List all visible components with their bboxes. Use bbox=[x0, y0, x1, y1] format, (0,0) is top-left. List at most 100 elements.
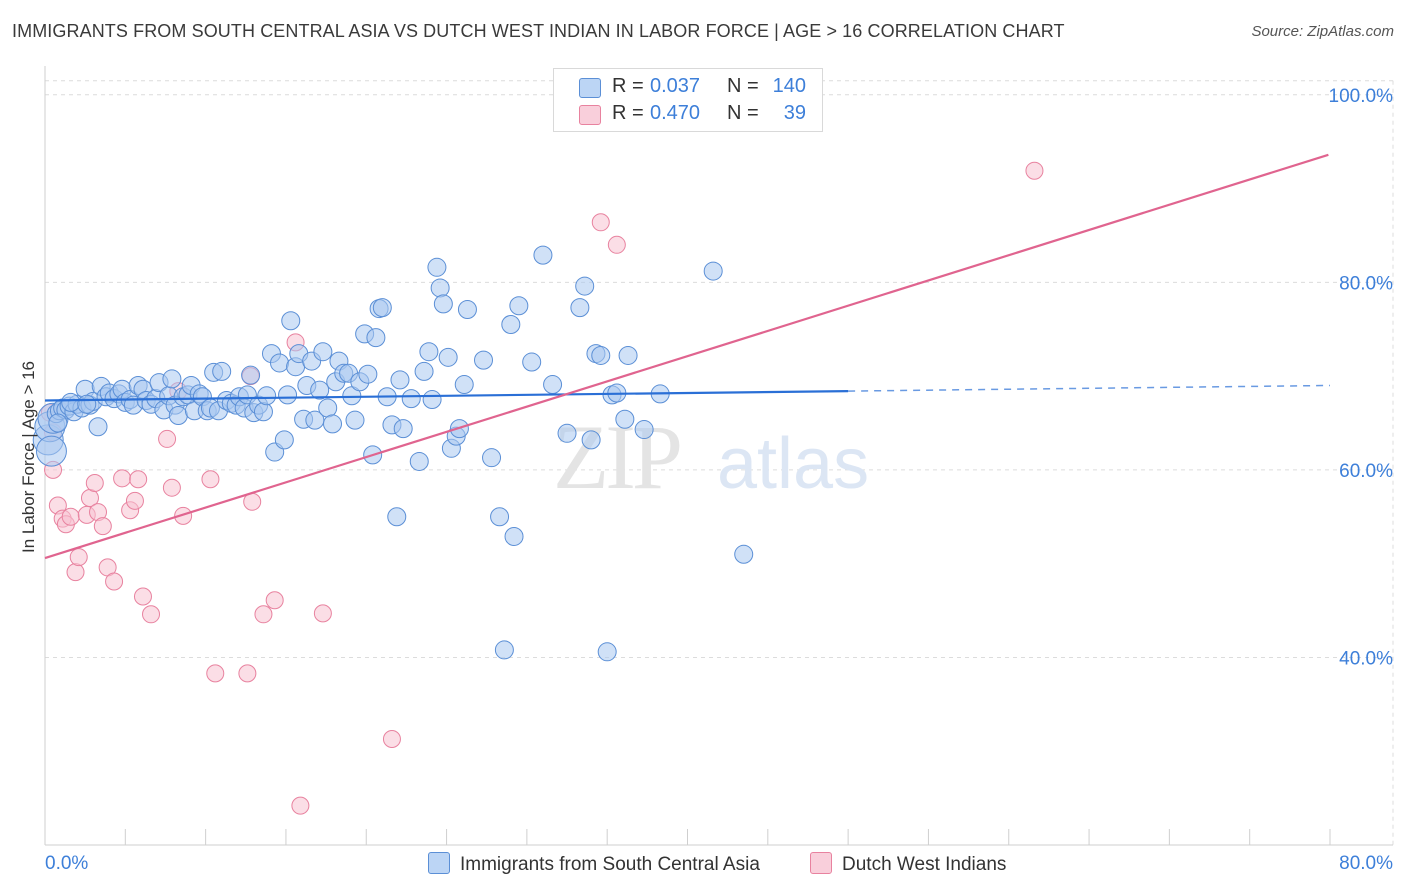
data-point-south-central-asia bbox=[77, 394, 97, 414]
data-point-dutch-west-indians bbox=[61, 507, 80, 526]
data-point-dutch-west-indians bbox=[158, 429, 177, 448]
data-point-south-central-asia bbox=[419, 342, 439, 362]
bottom-legend-swatch-pink bbox=[810, 852, 832, 874]
bottom-legend-label: Dutch West Indians bbox=[842, 854, 1007, 875]
data-point-south-central-asia bbox=[212, 361, 232, 381]
data-point-south-central-asia bbox=[533, 245, 553, 265]
y-tick-label: 60.0% bbox=[1339, 461, 1393, 482]
data-point-south-central-asia bbox=[162, 369, 182, 389]
data-point-south-central-asia bbox=[581, 430, 601, 450]
data-point-south-central-asia bbox=[414, 361, 434, 381]
data-point-south-central-asia bbox=[501, 315, 521, 335]
data-point-dutch-west-indians bbox=[69, 548, 88, 567]
data-point-south-central-asia bbox=[494, 640, 514, 660]
data-point-dutch-west-indians bbox=[254, 605, 273, 624]
data-point-south-central-asia bbox=[734, 544, 754, 564]
bottom-legend-item-pink: Dutch West Indians bbox=[810, 852, 1006, 876]
data-point-south-central-asia bbox=[522, 352, 542, 372]
data-point-south-central-asia bbox=[703, 261, 723, 281]
data-point-dutch-west-indians bbox=[238, 664, 257, 683]
bottom-legend-item-blue: Immigrants from South Central Asia bbox=[428, 852, 760, 876]
trend-lines bbox=[44, 153, 1331, 560]
trend-line-dutch-west-indians bbox=[44, 153, 1329, 560]
data-point-south-central-asia bbox=[430, 278, 450, 298]
data-point-south-central-asia bbox=[323, 414, 343, 434]
data-point-south-central-asia bbox=[409, 451, 429, 471]
data-point-dutch-west-indians bbox=[129, 470, 148, 489]
data-point-dutch-west-indians bbox=[1025, 161, 1044, 180]
data-point-dutch-west-indians bbox=[133, 587, 152, 606]
data-point-south-central-asia bbox=[313, 342, 333, 362]
legend-swatch-pink bbox=[579, 105, 601, 125]
data-point-south-central-asia bbox=[366, 328, 386, 348]
data-point-south-central-asia bbox=[358, 364, 378, 384]
data-point-dutch-west-indians bbox=[313, 604, 332, 623]
legend-r-value: 0.470 bbox=[650, 102, 701, 124]
data-point-dutch-west-indians bbox=[174, 506, 193, 525]
legend-n-value: 140 bbox=[772, 75, 806, 97]
data-point-dutch-west-indians bbox=[66, 563, 85, 582]
data-point-south-central-asia bbox=[310, 380, 330, 400]
data-point-south-central-asia bbox=[35, 435, 67, 467]
bottom-legend-swatch-blue bbox=[428, 852, 450, 874]
legend-r-label: R = bbox=[612, 102, 644, 124]
data-point-south-central-asia bbox=[48, 413, 68, 433]
data-point-south-central-asia bbox=[504, 526, 524, 546]
data-point-dutch-west-indians bbox=[162, 478, 181, 497]
data-point-south-central-asia bbox=[61, 392, 81, 412]
data-point-dutch-west-indians bbox=[201, 470, 220, 489]
data-point-dutch-west-indians bbox=[105, 572, 124, 591]
data-point-south-central-asia bbox=[433, 294, 453, 314]
data-point-south-central-asia bbox=[257, 386, 277, 406]
data-point-south-central-asia bbox=[490, 507, 510, 527]
data-point-south-central-asia bbox=[253, 402, 273, 422]
x-tick-label: 0.0% bbox=[45, 853, 88, 874]
data-point-south-central-asia bbox=[474, 350, 494, 370]
data-point-south-central-asia bbox=[318, 398, 338, 418]
y-tick-label: 40.0% bbox=[1339, 648, 1393, 669]
data-point-south-central-asia bbox=[575, 276, 595, 296]
data-point-south-central-asia bbox=[278, 385, 298, 405]
data-point-dutch-west-indians bbox=[113, 469, 132, 488]
data-point-dutch-west-indians bbox=[291, 796, 310, 815]
trend-line-south-central-asia bbox=[44, 390, 849, 402]
x-tick-label: 80.0% bbox=[1339, 853, 1393, 874]
data-point-south-central-asia bbox=[427, 257, 447, 277]
chart-title: IMMIGRANTS FROM SOUTH CENTRAL ASIA VS DU… bbox=[12, 21, 1065, 41]
data-point-south-central-asia bbox=[281, 311, 301, 331]
data-point-dutch-west-indians bbox=[85, 474, 104, 493]
data-point-south-central-asia bbox=[615, 409, 635, 429]
data-point-dutch-west-indians bbox=[382, 730, 401, 749]
data-point-south-central-asia bbox=[422, 390, 442, 410]
data-point-south-central-asia bbox=[401, 389, 421, 409]
data-point-dutch-west-indians bbox=[142, 605, 161, 624]
data-point-south-central-asia bbox=[241, 365, 261, 385]
y-tick-label: 80.0% bbox=[1339, 273, 1393, 294]
trend-line-south-central-asia-extension bbox=[848, 384, 1331, 392]
data-point-south-central-asia bbox=[270, 353, 290, 373]
data-point-south-central-asia bbox=[345, 410, 365, 430]
source-label: Source: ZipAtlas.com bbox=[1251, 23, 1394, 40]
data-point-south-central-asia bbox=[543, 375, 563, 395]
data-point-south-central-asia bbox=[168, 405, 188, 425]
data-point-south-central-asia bbox=[557, 423, 577, 443]
legend-n-label: N = bbox=[727, 102, 759, 124]
data-point-south-central-asia bbox=[597, 642, 617, 662]
data-point-south-central-asia bbox=[457, 300, 477, 320]
data-point-south-central-asia bbox=[509, 296, 529, 316]
data-point-south-central-asia bbox=[387, 507, 407, 527]
legend-n-label: N = bbox=[727, 75, 759, 97]
legend-n-value: 39 bbox=[783, 102, 806, 124]
legend-swatch-blue bbox=[579, 78, 601, 98]
data-point-south-central-asia bbox=[88, 417, 108, 437]
data-point-south-central-asia bbox=[634, 420, 654, 440]
data-point-south-central-asia bbox=[393, 419, 413, 439]
watermark-atlas: atlas bbox=[717, 424, 869, 504]
y-tick-label: 100.0% bbox=[1329, 86, 1394, 107]
y-axis-label: In Labor Force | Age > 16 bbox=[19, 361, 38, 553]
data-point-dutch-west-indians bbox=[206, 664, 225, 683]
data-point-south-central-asia bbox=[618, 345, 638, 365]
data-point-dutch-west-indians bbox=[93, 517, 112, 536]
